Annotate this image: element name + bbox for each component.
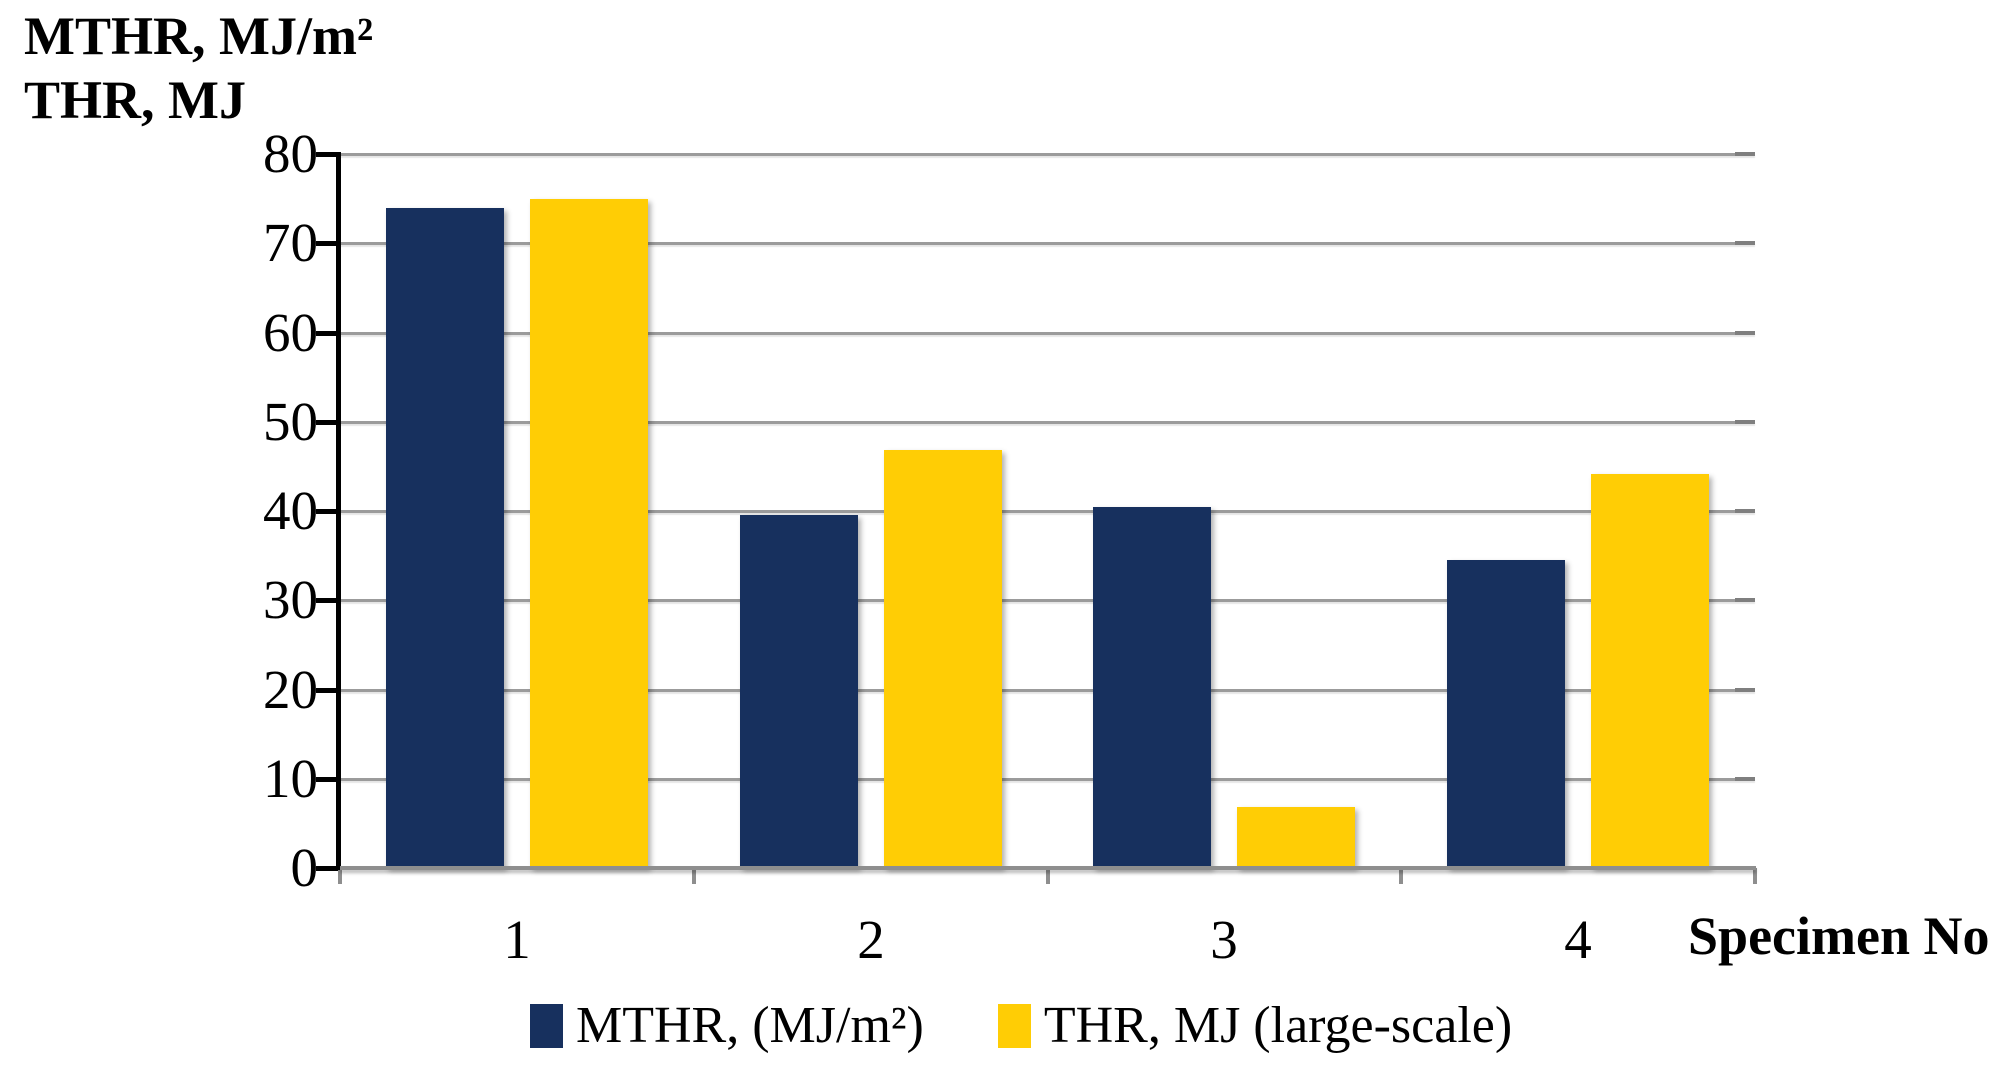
x-category-label-3: 3 xyxy=(1210,909,1238,970)
y-axis-tick-20 xyxy=(316,688,340,693)
legend-item-thr: THR, MJ (large-scale) xyxy=(997,997,1513,1054)
bar-mthr-specimen-3 xyxy=(1093,507,1211,868)
y-axis-tick-label-40: 40 xyxy=(263,480,318,541)
y-axis-tick-label-50: 50 xyxy=(263,391,318,452)
y-axis-tick-70 xyxy=(316,241,340,246)
gridline-70 xyxy=(340,242,1755,245)
y-axis-title-line-2: THR, MJ xyxy=(24,70,246,130)
y-axis-tick-0 xyxy=(316,866,340,871)
bar-mthr-specimen-4 xyxy=(1447,560,1565,868)
gridline-right-tick-10 xyxy=(1735,777,1755,781)
gridline-right-tick-30 xyxy=(1735,598,1755,602)
y-axis-tick-60 xyxy=(316,331,340,336)
gridline-right-tick-40 xyxy=(1735,509,1755,513)
legend-swatch-thr xyxy=(997,1004,1031,1048)
x-category-label-2: 2 xyxy=(857,909,885,970)
bar-thr-specimen-2 xyxy=(884,450,1002,868)
x-axis-tick-4 xyxy=(1753,868,1757,884)
gridline-50 xyxy=(340,421,1755,424)
gridline-right-tick-20 xyxy=(1735,688,1755,692)
gridline-10 xyxy=(340,778,1755,781)
y-axis-tick-40 xyxy=(316,509,340,514)
gridline-right-tick-80 xyxy=(1735,152,1755,156)
y-axis-tick-label-80: 80 xyxy=(263,123,318,184)
x-axis-tick-0 xyxy=(338,868,342,884)
bar-thr-specimen-3 xyxy=(1237,807,1355,868)
gridline-80 xyxy=(340,153,1755,156)
x-category-label-1: 1 xyxy=(503,909,531,970)
legend-label-mthr: MTHR, (MJ/m²) xyxy=(576,997,924,1054)
legend-label-thr: THR, MJ (large-scale) xyxy=(1043,997,1513,1054)
y-axis-tick-30 xyxy=(316,598,340,603)
y-axis-tick-label-30: 30 xyxy=(263,569,318,630)
x-axis-tick-1 xyxy=(692,868,696,884)
gridline-60 xyxy=(340,332,1755,335)
y-axis-title-line-1: MTHR, MJ/m² xyxy=(24,6,374,66)
y-axis-tick-label-10: 10 xyxy=(263,748,318,809)
bar-thr-specimen-1 xyxy=(530,199,648,868)
y-axis-tick-label-70: 70 xyxy=(263,212,318,273)
gridline-20 xyxy=(340,689,1755,692)
y-axis-tick-50 xyxy=(316,420,340,425)
x-category-label-4: 4 xyxy=(1564,909,1592,970)
bar-thr-specimen-4 xyxy=(1591,474,1709,868)
gridline-right-tick-70 xyxy=(1735,241,1755,245)
gridline-right-tick-50 xyxy=(1735,420,1755,424)
y-axis-line xyxy=(336,152,341,870)
bar-mthr-specimen-2 xyxy=(740,515,858,868)
x-axis-tick-2 xyxy=(1046,868,1050,884)
y-axis-tick-label-0: 0 xyxy=(290,837,319,898)
y-axis-title: MTHR, MJ/m² THR, MJ xyxy=(24,4,373,132)
x-axis-title: Specimen No xyxy=(1688,906,1990,966)
y-axis-tick-label-20: 20 xyxy=(263,659,318,720)
bar-mthr-specimen-1 xyxy=(386,208,504,868)
x-axis-tick-3 xyxy=(1399,868,1403,884)
gridline-40 xyxy=(340,510,1755,513)
gridline-30 xyxy=(340,599,1755,602)
gridline-right-tick-60 xyxy=(1735,331,1755,335)
y-axis-tick-80 xyxy=(316,152,340,157)
x-axis-line xyxy=(340,866,1756,870)
y-axis-tick-10 xyxy=(316,777,340,782)
y-axis-tick-label-60: 60 xyxy=(263,302,318,363)
legend-swatch-mthr xyxy=(530,1004,563,1048)
legend-item-mthr: MTHR, (MJ/m²) xyxy=(530,998,924,1054)
legend: MTHR, (MJ/m²) THR, MJ (large-scale) xyxy=(530,998,1512,1054)
